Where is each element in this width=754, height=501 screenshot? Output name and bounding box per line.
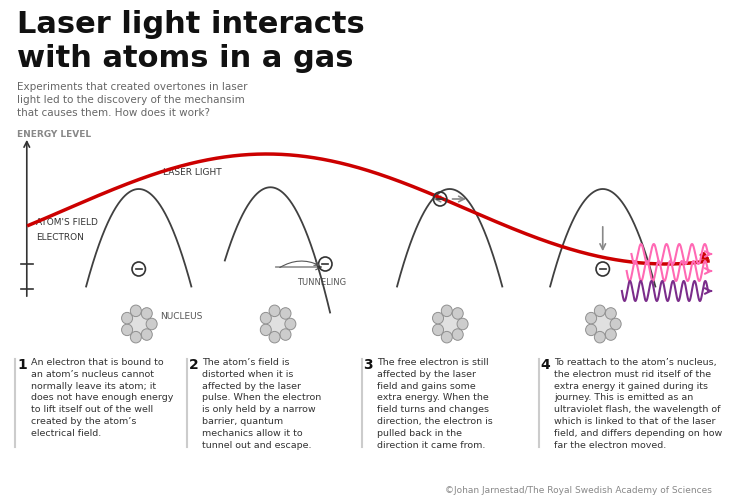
Circle shape	[121, 325, 133, 336]
Circle shape	[141, 308, 152, 320]
Circle shape	[592, 318, 604, 331]
Circle shape	[449, 318, 461, 331]
Circle shape	[439, 313, 461, 336]
Circle shape	[280, 329, 291, 341]
Circle shape	[433, 313, 443, 324]
Circle shape	[610, 319, 621, 330]
Circle shape	[592, 313, 614, 336]
Circle shape	[605, 329, 616, 341]
Circle shape	[285, 319, 296, 330]
Circle shape	[260, 313, 271, 324]
Text: TUNNELING: TUNNELING	[296, 278, 346, 287]
Circle shape	[433, 325, 443, 336]
Text: ATOM'S FIELD: ATOM'S FIELD	[36, 217, 98, 226]
Circle shape	[138, 318, 150, 331]
Circle shape	[269, 306, 280, 317]
Circle shape	[602, 318, 615, 331]
Circle shape	[130, 332, 141, 343]
Circle shape	[439, 318, 451, 331]
Circle shape	[457, 319, 468, 330]
Circle shape	[596, 318, 609, 331]
Text: 4: 4	[541, 357, 550, 371]
Text: 3: 3	[363, 357, 373, 371]
Circle shape	[146, 319, 157, 330]
Text: ELECTRON: ELECTRON	[36, 232, 84, 241]
Text: Laser light interacts
with atoms in a gas: Laser light interacts with atoms in a ga…	[17, 10, 365, 73]
Circle shape	[599, 313, 611, 326]
Circle shape	[594, 332, 605, 343]
Circle shape	[280, 308, 291, 320]
Text: An electron that is bound to
an atom’s nucleus cannot
normally leave its atom; i: An electron that is bound to an atom’s n…	[31, 357, 173, 437]
Circle shape	[605, 308, 616, 320]
Circle shape	[452, 308, 463, 320]
Circle shape	[127, 318, 139, 331]
Circle shape	[443, 318, 455, 331]
Text: 2: 2	[188, 357, 198, 371]
Circle shape	[586, 313, 596, 324]
Text: NUCLEUS: NUCLEUS	[160, 312, 202, 321]
Circle shape	[121, 313, 133, 324]
Text: ©Johan Jarnestad/The Royal Swedish Academy of Sciences: ©Johan Jarnestad/The Royal Swedish Acade…	[445, 485, 712, 494]
Circle shape	[586, 325, 596, 336]
Text: Experiments that created overtones in laser
light led to the discovery of the me: Experiments that created overtones in la…	[17, 82, 248, 118]
Text: The atom’s field is
distorted when it is
affected by the laser
pulse. When the e: The atom’s field is distorted when it is…	[202, 357, 321, 449]
Circle shape	[452, 329, 463, 341]
Circle shape	[260, 325, 271, 336]
Circle shape	[127, 313, 150, 336]
Circle shape	[446, 313, 458, 326]
Text: 1: 1	[17, 357, 27, 371]
Circle shape	[441, 306, 452, 317]
Text: The free electron is still
affected by the laser
field and gains some
extra ener: The free electron is still affected by t…	[377, 357, 492, 449]
Circle shape	[269, 332, 280, 343]
Circle shape	[136, 313, 148, 326]
Circle shape	[271, 318, 284, 331]
Text: ENERGY LEVEL: ENERGY LEVEL	[17, 130, 91, 139]
Circle shape	[441, 332, 452, 343]
Circle shape	[594, 306, 605, 317]
Text: LASER LIGHT: LASER LIGHT	[163, 168, 221, 177]
Circle shape	[266, 318, 278, 331]
Text: To reattach to the atom’s nucleus,
the electron must rid itself of the
extra ene: To reattach to the atom’s nucleus, the e…	[554, 357, 722, 449]
Circle shape	[274, 313, 287, 326]
Circle shape	[130, 306, 141, 317]
FancyArrowPatch shape	[280, 262, 319, 268]
Circle shape	[266, 313, 289, 336]
Circle shape	[141, 329, 152, 341]
Circle shape	[133, 318, 145, 331]
Circle shape	[277, 318, 289, 331]
